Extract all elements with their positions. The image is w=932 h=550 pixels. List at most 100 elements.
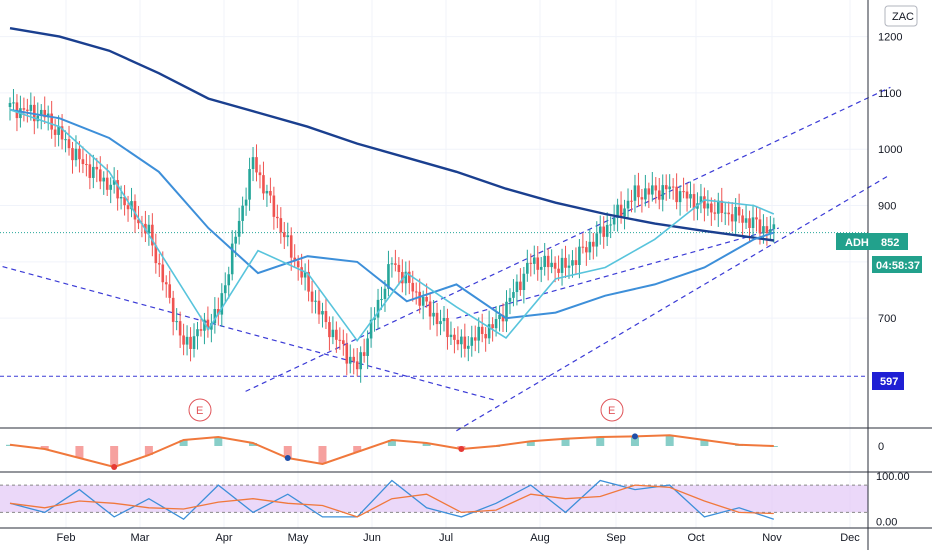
grid	[0, 0, 932, 529]
candle-body	[664, 185, 668, 190]
trendline	[0, 265, 494, 401]
candle-body	[109, 184, 112, 190]
sma-50-line	[9, 108, 775, 320]
candle-body	[682, 191, 685, 193]
candle-body	[505, 301, 508, 322]
candle-body	[88, 164, 92, 178]
candle-body	[345, 344, 349, 364]
candle-body	[741, 215, 744, 223]
macd-histogram-bar	[596, 437, 605, 446]
candle-body	[321, 311, 324, 315]
candle-body	[723, 212, 727, 214]
candle-body	[585, 247, 588, 253]
candle-body	[178, 321, 182, 336]
candle-body	[473, 337, 477, 341]
price-tag-ticker: ADH	[845, 237, 869, 249]
candle-body	[425, 296, 428, 302]
candle-body	[335, 329, 338, 340]
x-tick-label: Sep	[606, 532, 626, 544]
candle-body	[668, 186, 671, 190]
candle-body	[95, 166, 99, 170]
macd-histogram-bar	[110, 446, 119, 467]
candle-body	[244, 199, 248, 206]
symbol-badge[interactable]: ZAC	[884, 5, 918, 27]
candle-body	[348, 356, 352, 364]
candle-body	[185, 336, 189, 345]
earnings-marker-1[interactable]: E	[188, 398, 212, 422]
candle-body	[289, 235, 293, 258]
macd-histogram-bar	[769, 446, 778, 447]
candle-body	[671, 186, 675, 188]
candle-body	[602, 226, 606, 237]
candle-body	[203, 319, 206, 331]
macd-histogram-bar	[249, 443, 258, 446]
y-tick-label: 1200	[878, 32, 902, 44]
candle-body	[161, 264, 165, 283]
candle-body	[182, 335, 185, 345]
macd-cross-dot	[284, 455, 291, 461]
candle-body	[442, 317, 446, 322]
trendline	[456, 174, 891, 432]
candle-body	[529, 262, 533, 264]
candle-body	[526, 262, 529, 274]
candle-body	[494, 319, 498, 329]
stoch-tick-label: 0.00	[876, 516, 897, 528]
candle-body	[237, 220, 241, 237]
candle-body	[515, 281, 519, 293]
candle-body	[81, 159, 85, 165]
x-tick-label: Nov	[762, 532, 782, 544]
earnings-marker-2-label: E	[608, 405, 615, 417]
stoch-tick-label: 100.00	[876, 471, 910, 483]
candle-body	[595, 233, 599, 247]
candle-body	[744, 218, 748, 223]
macd-histogram-bar	[526, 441, 535, 446]
macd-cross-dot	[111, 464, 118, 470]
candle-body	[654, 185, 658, 191]
candle-body	[522, 273, 526, 291]
candle-body	[39, 109, 43, 116]
candle-body	[706, 203, 710, 209]
earnings-marker-2[interactable]: E	[600, 398, 624, 422]
x-tick-label: Aug	[530, 532, 550, 544]
candle-body	[713, 212, 717, 214]
candle-body	[692, 194, 696, 209]
candle-body	[491, 324, 494, 329]
candle-body	[265, 190, 269, 194]
candle-body	[43, 109, 47, 118]
candle-body	[151, 224, 154, 246]
candle-body	[331, 329, 335, 338]
candle-body	[480, 326, 484, 334]
candle-body	[487, 324, 491, 339]
macd-cross-dot	[458, 446, 465, 452]
candle-body	[581, 246, 585, 248]
candle-body	[85, 164, 88, 166]
x-tick-label: Jul	[439, 532, 453, 544]
candle-body	[755, 217, 758, 220]
level-tag-value: 597	[880, 376, 898, 388]
candle-body	[404, 271, 408, 284]
candle-body	[338, 339, 342, 341]
candle-body	[699, 196, 703, 204]
candle-body	[189, 336, 192, 349]
x-tick-label: Oct	[687, 532, 704, 544]
candle-body	[446, 317, 449, 338]
candle-body	[564, 257, 567, 268]
candle-body	[230, 243, 234, 275]
candle-body	[227, 274, 231, 286]
candle-body	[418, 291, 421, 306]
candle-body	[716, 200, 720, 214]
macd-histogram-bar	[40, 446, 49, 449]
candle-body	[435, 312, 439, 325]
earnings-marker-1-label: E	[196, 405, 203, 417]
x-tick-label: Apr	[215, 532, 232, 544]
candle-body	[720, 200, 724, 214]
macd-histogram-bar	[318, 446, 327, 464]
candle-body	[633, 185, 637, 201]
candle-body	[751, 217, 755, 228]
candle-body	[251, 157, 255, 170]
candle-body	[126, 205, 130, 210]
candle-body	[498, 314, 501, 320]
candle-body	[74, 148, 78, 161]
